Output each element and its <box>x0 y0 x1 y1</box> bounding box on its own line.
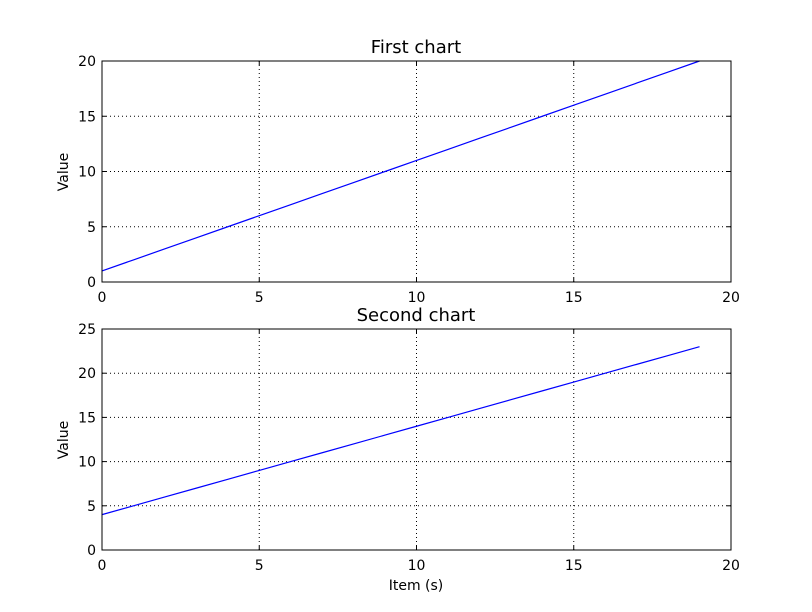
chart-title: First chart <box>371 37 461 58</box>
x-tick-label: 20 <box>722 290 740 306</box>
y-tick-label: 10 <box>78 455 96 471</box>
x-tick-label: 0 <box>98 558 107 574</box>
y-tick-label: 15 <box>78 109 96 125</box>
first-chart: First chart Value 0 5 10 15 20 0 5 10 15 20 <box>56 37 740 306</box>
y-tick-label: 25 <box>78 322 96 338</box>
plot-frame <box>101 328 732 551</box>
series-line <box>101 60 700 272</box>
y-tick-label: 0 <box>87 275 96 291</box>
x-tick-label: 10 <box>408 290 426 306</box>
y-tick-label: 20 <box>78 54 96 70</box>
y-axis-label: Value <box>56 153 72 191</box>
x-tick-label: 5 <box>255 290 264 306</box>
y-tick-label: 10 <box>78 165 96 181</box>
x-tick-label: 0 <box>98 290 107 306</box>
x-tick-label: 15 <box>565 290 583 306</box>
x-tick-label: 10 <box>408 558 426 574</box>
plot-frame <box>101 60 732 283</box>
y-tick-label: 5 <box>87 499 96 515</box>
x-axis-label: Item (s) <box>389 578 444 594</box>
x-tick-label: 5 <box>255 558 264 574</box>
y-tick-label: 5 <box>87 220 96 236</box>
x-tick-label: 20 <box>722 558 740 574</box>
y-tick-label: 0 <box>87 543 96 559</box>
y-tick-label: 15 <box>78 410 96 426</box>
y-axis-label: Value <box>56 421 72 459</box>
second-chart: Second chart Value Item (s) 0 5 10 15 20 0 5 10… <box>56 305 740 594</box>
series-line <box>101 346 700 516</box>
y-tick-label: 20 <box>78 366 96 382</box>
x-tick-label: 15 <box>565 558 583 574</box>
chart-title: Second chart <box>357 305 476 326</box>
